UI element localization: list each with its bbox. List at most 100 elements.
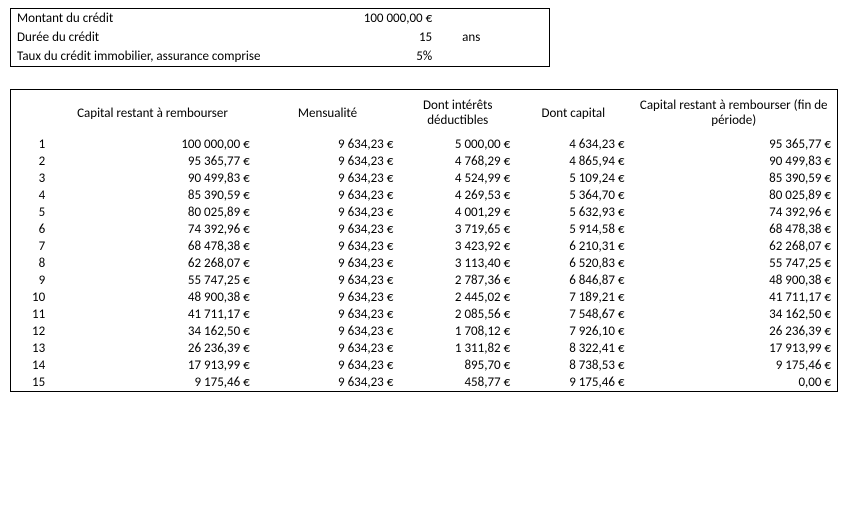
cell-principal: 9 175,46 € — [516, 374, 630, 392]
cell-payment: 9 634,23 € — [256, 357, 400, 374]
cell-idx: 8 — [11, 255, 50, 272]
cell-interest: 2 787,36 € — [399, 272, 516, 289]
cell-capital-end: 95 365,77 € — [630, 136, 837, 153]
cell-capital-end: 62 268,07 € — [630, 238, 837, 255]
param-amount-value: 100 000,00 € — [285, 9, 438, 29]
cell-capital-end: 68 478,38 € — [630, 221, 837, 238]
cell-idx: 9 — [11, 272, 50, 289]
cell-payment: 9 634,23 € — [256, 221, 400, 238]
cell-idx: 7 — [11, 238, 50, 255]
table-row: 862 268,07 €9 634,23 €3 113,40 €6 520,83… — [11, 255, 838, 272]
table-row: 485 390,59 €9 634,23 €4 269,53 €5 364,70… — [11, 187, 838, 204]
param-rate-label: Taux du crédit immobilier, assurance com… — [11, 47, 286, 67]
cell-capital-start: 74 392,96 € — [49, 221, 256, 238]
cell-payment: 9 634,23 € — [256, 272, 400, 289]
cell-capital-start: 26 236,39 € — [49, 340, 256, 357]
param-duration-label: Durée du crédit — [11, 28, 286, 47]
cell-interest: 2 445,02 € — [399, 289, 516, 306]
cell-interest: 2 085,56 € — [399, 306, 516, 323]
cell-payment: 9 634,23 € — [256, 323, 400, 340]
cell-capital-start: 100 000,00 € — [49, 136, 256, 153]
cell-idx: 3 — [11, 170, 50, 187]
table-row: 768 478,38 €9 634,23 €3 423,92 €6 210,31… — [11, 238, 838, 255]
cell-capital-end: 26 236,39 € — [630, 323, 837, 340]
cell-capital-start: 17 913,99 € — [49, 357, 256, 374]
cell-capital-end: 55 747,25 € — [630, 255, 837, 272]
cell-capital-end: 85 390,59 € — [630, 170, 837, 187]
cell-capital-start: 95 365,77 € — [49, 153, 256, 170]
cell-payment: 9 634,23 € — [256, 289, 400, 306]
cell-interest: 4 001,29 € — [399, 204, 516, 221]
cell-capital-start: 34 162,50 € — [49, 323, 256, 340]
cell-principal: 7 189,21 € — [516, 289, 630, 306]
param-amount-unit — [438, 9, 549, 29]
cell-interest: 1 708,12 € — [399, 323, 516, 340]
cell-payment: 9 634,23 € — [256, 238, 400, 255]
cell-capital-end: 17 913,99 € — [630, 340, 837, 357]
cell-principal: 8 322,41 € — [516, 340, 630, 357]
cell-principal: 5 109,24 € — [516, 170, 630, 187]
cell-idx: 5 — [11, 204, 50, 221]
col-payment-header: Mensualité — [256, 90, 400, 137]
cell-idx: 12 — [11, 323, 50, 340]
col-capital-end-header: Capital restant à rembourser (fin de pér… — [630, 90, 837, 137]
table-row: 580 025,89 €9 634,23 €4 001,29 €5 632,93… — [11, 204, 838, 221]
table-row: 955 747,25 €9 634,23 €2 787,36 €6 846,87… — [11, 272, 838, 289]
table-row: 1326 236,39 €9 634,23 €1 311,82 €8 322,4… — [11, 340, 838, 357]
cell-capital-start: 85 390,59 € — [49, 187, 256, 204]
table-row: 159 175,46 €9 634,23 €458,77 €9 175,46 €… — [11, 374, 838, 392]
cell-interest: 3 719,65 € — [399, 221, 516, 238]
amortization-table: Capital restant à rembourser Mensualité … — [10, 89, 838, 392]
cell-payment: 9 634,23 € — [256, 306, 400, 323]
cell-capital-start: 9 175,46 € — [49, 374, 256, 392]
cell-capital-end: 34 162,50 € — [630, 306, 837, 323]
cell-idx: 14 — [11, 357, 50, 374]
param-row-rate: Taux du crédit immobilier, assurance com… — [11, 47, 550, 67]
cell-payment: 9 634,23 € — [256, 340, 400, 357]
cell-principal: 5 914,58 € — [516, 221, 630, 238]
cell-principal: 7 926,10 € — [516, 323, 630, 340]
cell-idx: 1 — [11, 136, 50, 153]
cell-interest: 5 000,00 € — [399, 136, 516, 153]
cell-principal: 5 632,93 € — [516, 204, 630, 221]
col-capital-start-header: Capital restant à rembourser — [49, 90, 256, 137]
table-row: 1048 900,38 €9 634,23 €2 445,02 €7 189,2… — [11, 289, 838, 306]
cell-principal: 4 865,94 € — [516, 153, 630, 170]
cell-idx: 11 — [11, 306, 50, 323]
cell-capital-start: 68 478,38 € — [49, 238, 256, 255]
col-interest-header: Dont intérêts déductibles — [399, 90, 516, 137]
param-duration-value: 15 — [285, 28, 438, 47]
param-row-amount: Montant du crédit 100 000,00 € — [11, 9, 550, 29]
cell-principal: 6 210,31 € — [516, 238, 630, 255]
cell-capital-end: 41 711,17 € — [630, 289, 837, 306]
cell-capital-start: 62 268,07 € — [49, 255, 256, 272]
cell-interest: 4 524,99 € — [399, 170, 516, 187]
param-row-duration: Durée du crédit 15 ans — [11, 28, 550, 47]
table-row: 295 365,77 €9 634,23 €4 768,29 €4 865,94… — [11, 153, 838, 170]
table-row: 390 499,83 €9 634,23 €4 524,99 €5 109,24… — [11, 170, 838, 187]
cell-payment: 9 634,23 € — [256, 187, 400, 204]
cell-principal: 8 738,53 € — [516, 357, 630, 374]
cell-idx: 13 — [11, 340, 50, 357]
cell-capital-end: 74 392,96 € — [630, 204, 837, 221]
cell-capital-end: 80 025,89 € — [630, 187, 837, 204]
param-amount-label: Montant du crédit — [11, 9, 286, 29]
table-row: 1417 913,99 €9 634,23 €895,70 €8 738,53 … — [11, 357, 838, 374]
cell-capital-end: 0,00 € — [630, 374, 837, 392]
param-rate-unit — [438, 47, 549, 67]
table-row: 674 392,96 €9 634,23 €3 719,65 €5 914,58… — [11, 221, 838, 238]
cell-idx: 2 — [11, 153, 50, 170]
cell-interest: 4 269,53 € — [399, 187, 516, 204]
cell-payment: 9 634,23 € — [256, 153, 400, 170]
loan-params-table: Montant du crédit 100 000,00 € Durée du … — [10, 8, 550, 67]
cell-capital-start: 41 711,17 € — [49, 306, 256, 323]
cell-payment: 9 634,23 € — [256, 255, 400, 272]
cell-principal: 7 548,67 € — [516, 306, 630, 323]
cell-interest: 4 768,29 € — [399, 153, 516, 170]
cell-capital-end: 90 499,83 € — [630, 153, 837, 170]
table-row: 1100 000,00 €9 634,23 €5 000,00 €4 634,2… — [11, 136, 838, 153]
cell-interest: 3 423,92 € — [399, 238, 516, 255]
cell-capital-start: 48 900,38 € — [49, 289, 256, 306]
cell-capital-end: 48 900,38 € — [630, 272, 837, 289]
cell-idx: 6 — [11, 221, 50, 238]
